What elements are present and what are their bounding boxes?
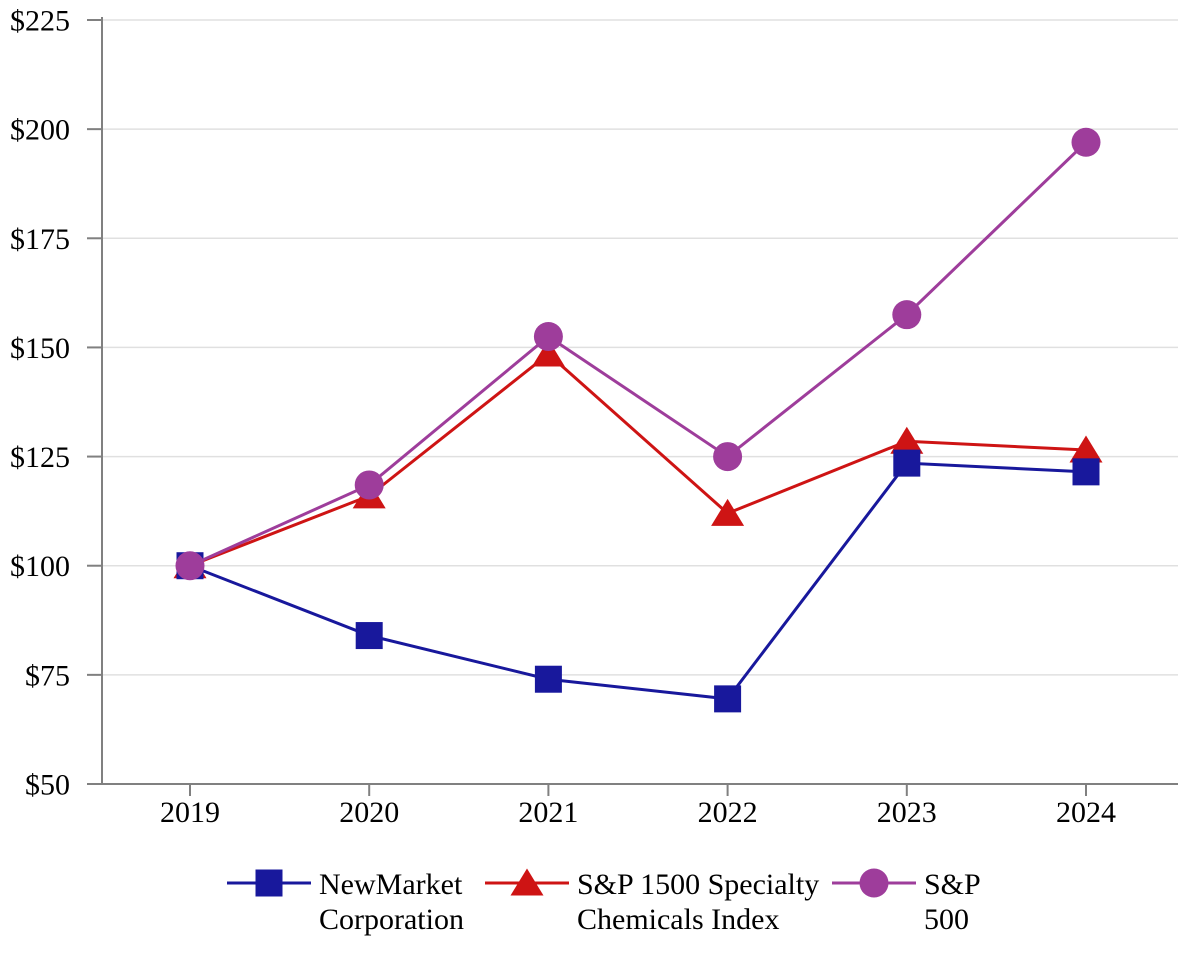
series-line (189, 461, 1087, 701)
legend-label-line: S&P (924, 868, 981, 901)
gridlines (102, 19, 1178, 676)
square-legend-marker (255, 869, 283, 897)
y-tick-label: $225 (10, 5, 70, 38)
legend-label: S&P 1500 Specialty Chemicals Index (577, 867, 819, 937)
series-line (189, 352, 1087, 568)
legend-label: NewMarket Corporation (319, 867, 464, 937)
y-tick-label: $75 (25, 659, 70, 692)
triangle-legend-marker (510, 868, 544, 896)
circle-marker (713, 442, 743, 472)
square-marker (714, 685, 742, 713)
square-marker (355, 622, 383, 650)
x-tick-label: 2023 (877, 796, 937, 829)
legend-label-line: S&P 1500 Specialty (577, 868, 820, 901)
square-marker (534, 665, 562, 693)
y-tick-label: $150 (10, 332, 70, 365)
y-tick-label: $175 (10, 223, 70, 256)
legend-label-line: NewMarket (319, 868, 463, 901)
y-axis-ticks: $50 $75 $100 $125 $150 $175 $200 $225 (10, 5, 102, 802)
circle-marker (533, 322, 563, 352)
circle-marker (354, 470, 384, 500)
triangle-marker (531, 339, 565, 367)
series-circle (175, 127, 1101, 581)
circle-marker (892, 300, 922, 330)
series-triangle (173, 339, 1103, 579)
triangle-legend-icon (485, 868, 569, 896)
x-axis-ticks: 2019 2020 2021 2022 2023 2024 (160, 784, 1116, 829)
triangle-marker (1069, 435, 1103, 463)
legend-item: NewMarket Corporation (227, 867, 464, 937)
y-tick-label: $50 (25, 769, 70, 802)
legend-label-line: Chemicals Index (577, 903, 780, 936)
x-tick-label: 2021 (518, 796, 578, 829)
legend-label-line: Corporation (319, 903, 464, 936)
square-legend-icon (227, 869, 311, 897)
square-marker (1072, 458, 1100, 486)
circle-legend-icon (832, 868, 916, 898)
legend-item: S&P 1500 Specialty Chemicals Index (485, 867, 819, 937)
y-tick-label: $100 (10, 550, 70, 583)
legend-item: S&P 500 (832, 867, 981, 937)
y-tick-label: $125 (10, 441, 70, 474)
x-tick-label: 2019 (160, 796, 220, 829)
x-tick-label: 2020 (339, 796, 399, 829)
x-tick-label: 2024 (1056, 796, 1116, 829)
legend-label: S&P 500 (924, 867, 981, 937)
x-tick-label: 2022 (698, 796, 758, 829)
square-marker (893, 449, 921, 477)
y-tick-label: $200 (10, 114, 70, 147)
triangle-marker (711, 498, 745, 526)
circle-marker (175, 551, 205, 581)
legend-label-line: 500 (924, 903, 969, 936)
circle-marker (1071, 127, 1101, 157)
circle-legend-marker (859, 868, 889, 898)
series-square (176, 449, 1100, 713)
triangle-marker (890, 426, 924, 454)
series-line (189, 141, 1088, 568)
